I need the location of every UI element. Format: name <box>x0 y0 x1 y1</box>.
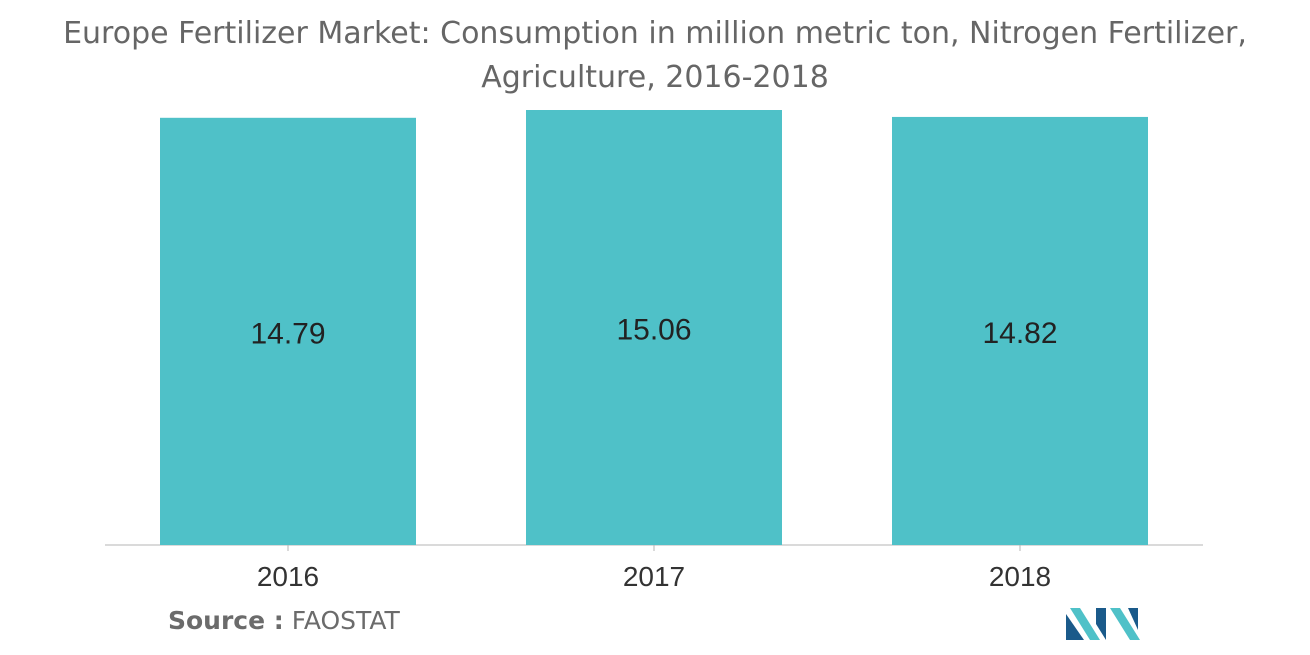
data-label-2018: 14.82 <box>982 317 1057 350</box>
bar-chart: 14.79 2016 15.06 2017 14.82 2018 <box>105 110 1203 592</box>
logo-right-dark <box>1128 608 1138 630</box>
chart-title: Europe Fertilizer Market: Consumption in… <box>0 12 1310 100</box>
data-label-2017: 15.06 <box>616 314 691 347</box>
source-label: Source : <box>168 606 284 635</box>
chart-title-line-1: Europe Fertilizer Market: Consumption in… <box>63 16 1247 51</box>
x-tick-label-2016: 2016 <box>257 561 319 592</box>
logo-mid-dark <box>1096 608 1106 640</box>
logo-left-dark <box>1066 614 1084 640</box>
x-tick-label-2018: 2018 <box>989 561 1051 592</box>
bar-2018 <box>892 116 1148 545</box>
source-text: FAOSTAT <box>291 606 400 635</box>
x-tick-label-2017: 2017 <box>623 561 685 592</box>
source-note: Source : FAOSTAT <box>168 606 400 635</box>
logo-left-light <box>1070 608 1100 640</box>
logo-right-light <box>1110 608 1140 640</box>
mordor-intelligence-logo-icon <box>1066 608 1140 640</box>
bar-2016 <box>160 117 416 546</box>
chart-title-line-2: Agriculture, 2016-2018 <box>481 60 829 95</box>
data-label-2016: 14.79 <box>250 317 325 350</box>
bar-2017 <box>526 110 782 545</box>
